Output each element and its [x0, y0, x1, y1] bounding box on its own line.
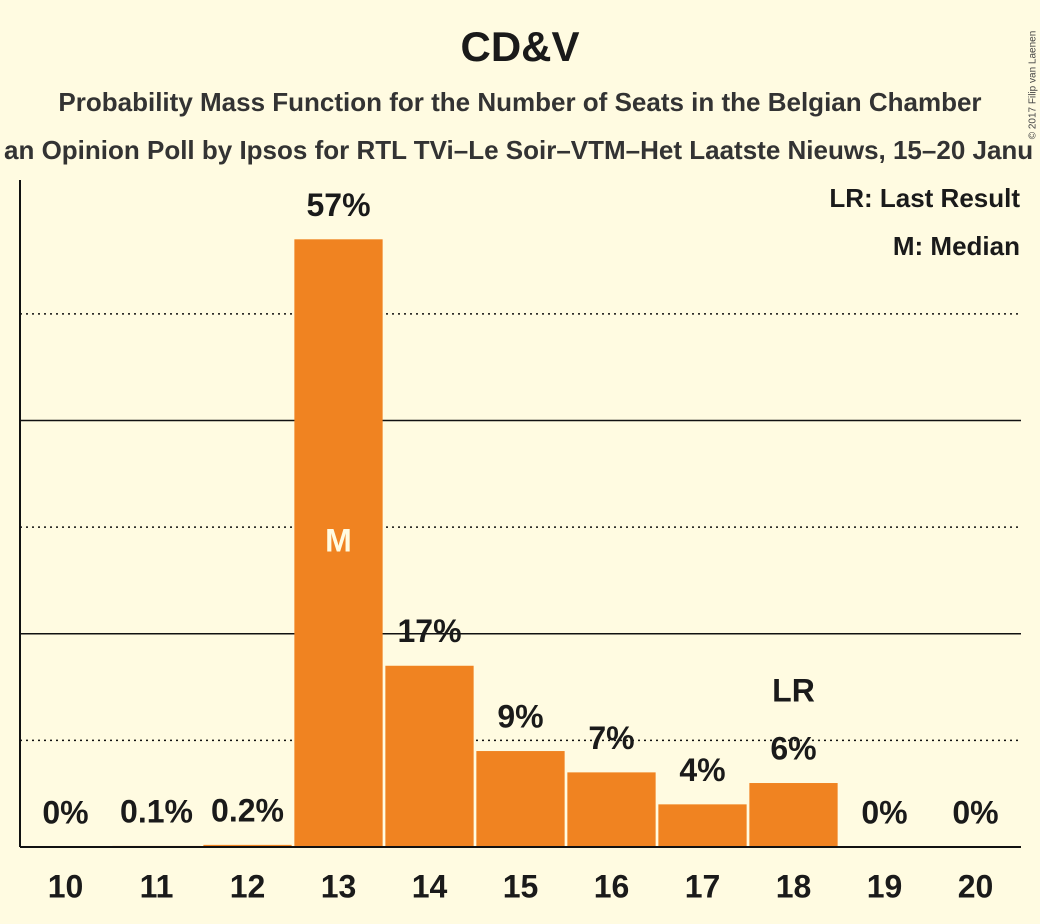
- x-tick-label: 10: [48, 868, 84, 904]
- value-label: 0.2%: [211, 792, 284, 828]
- x-tick-label: 17: [685, 868, 721, 904]
- bar: [203, 844, 292, 847]
- x-tick-label: 14: [412, 868, 448, 904]
- bar: [658, 804, 747, 847]
- value-label: 0%: [42, 794, 88, 830]
- bar: [294, 239, 383, 847]
- legend-entry: LR: Last Result: [829, 183, 1020, 213]
- bar: [749, 783, 838, 847]
- chart-subtitle: an Opinion Poll by Ipsos for RTL TVi–Le …: [4, 135, 1033, 165]
- x-tick-label: 15: [503, 868, 539, 904]
- value-label: 6%: [770, 730, 816, 766]
- x-tick-label: 13: [321, 868, 357, 904]
- annotation: LR: [772, 672, 815, 708]
- legend-entry: M: Median: [893, 231, 1020, 261]
- x-tick-label: 11: [140, 868, 174, 904]
- value-label: 9%: [497, 699, 543, 735]
- value-label: 57%: [306, 187, 370, 223]
- chart-title: CD&V: [460, 23, 579, 70]
- x-tick-label: 16: [594, 868, 630, 904]
- chart-subtitle: Probability Mass Function for the Number…: [58, 87, 981, 117]
- value-label: 7%: [588, 720, 634, 756]
- value-label: 17%: [397, 613, 461, 649]
- x-tick-label: 12: [230, 868, 266, 904]
- x-tick-label: 19: [867, 868, 903, 904]
- bar: [567, 772, 656, 847]
- bar: [476, 751, 565, 847]
- value-label: 0.1%: [120, 793, 193, 829]
- x-tick-label: 20: [958, 868, 994, 904]
- value-label: 0%: [861, 794, 907, 830]
- x-tick-label: 18: [776, 868, 812, 904]
- bar: [385, 665, 474, 847]
- annotation: M: [325, 523, 352, 559]
- value-label: 4%: [679, 752, 725, 788]
- credit: © 2017 Filip van Laenen: [1028, 31, 1039, 140]
- value-label: 0%: [952, 794, 998, 830]
